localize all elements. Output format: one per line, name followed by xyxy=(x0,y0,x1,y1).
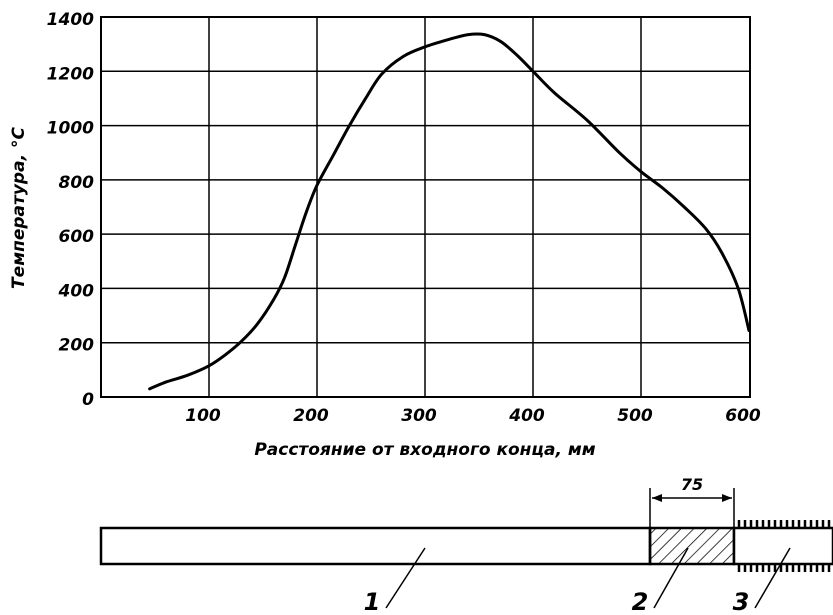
plot-frame xyxy=(100,16,751,398)
y-tick-label: 1400 xyxy=(47,10,94,30)
y-tick-label: 200 xyxy=(59,336,95,356)
temperature-chart: 100 200 300 400 500 600 0 200 400 600 800 1000 1200… xyxy=(9,10,761,460)
y-tick-label: 600 xyxy=(59,227,95,247)
y-tick-label: 800 xyxy=(59,173,95,193)
callout-leader-1 xyxy=(385,547,426,609)
callout-label-3: 3 xyxy=(733,588,750,615)
x-tick-label: 200 xyxy=(293,406,329,426)
x-tick-label: 600 xyxy=(725,406,761,426)
y-tick-label: 1200 xyxy=(47,64,94,84)
x-axis-label: Расстояние от входного конца, мм xyxy=(254,440,595,460)
x-tick-labels: 100 200 300 400 500 600 xyxy=(185,406,761,426)
furnace-schematic: 75 1 2 3 xyxy=(99,475,833,615)
callout-label-1: 1 xyxy=(364,588,381,615)
cooling-fins xyxy=(737,520,831,572)
x-tick-label: 500 xyxy=(617,406,653,426)
callout-label-2: 2 xyxy=(632,588,649,615)
x-tick-label: 100 xyxy=(185,406,221,426)
temperature-curve xyxy=(148,32,751,391)
chart-grid xyxy=(101,17,750,397)
y-tick-label: 1000 xyxy=(47,119,94,139)
y-tick-label: 400 xyxy=(58,281,95,301)
cooling-section xyxy=(732,526,833,566)
y-tick-label: 0 xyxy=(82,390,94,410)
dimension-arrow-left xyxy=(652,494,662,502)
y-tick-labels: 0 200 400 600 800 1000 1200 1400 xyxy=(47,10,94,410)
y-axis-label: Температура, °С xyxy=(9,127,29,289)
dimension-label: 75 xyxy=(681,475,703,494)
x-tick-label: 300 xyxy=(401,406,437,426)
callout-leader-2 xyxy=(653,547,689,609)
main-tube xyxy=(99,526,652,566)
dimension-arrow-right xyxy=(722,494,732,502)
x-tick-label: 400 xyxy=(508,406,545,426)
hatched-zone xyxy=(648,526,736,566)
callout-leader-3 xyxy=(754,547,791,609)
